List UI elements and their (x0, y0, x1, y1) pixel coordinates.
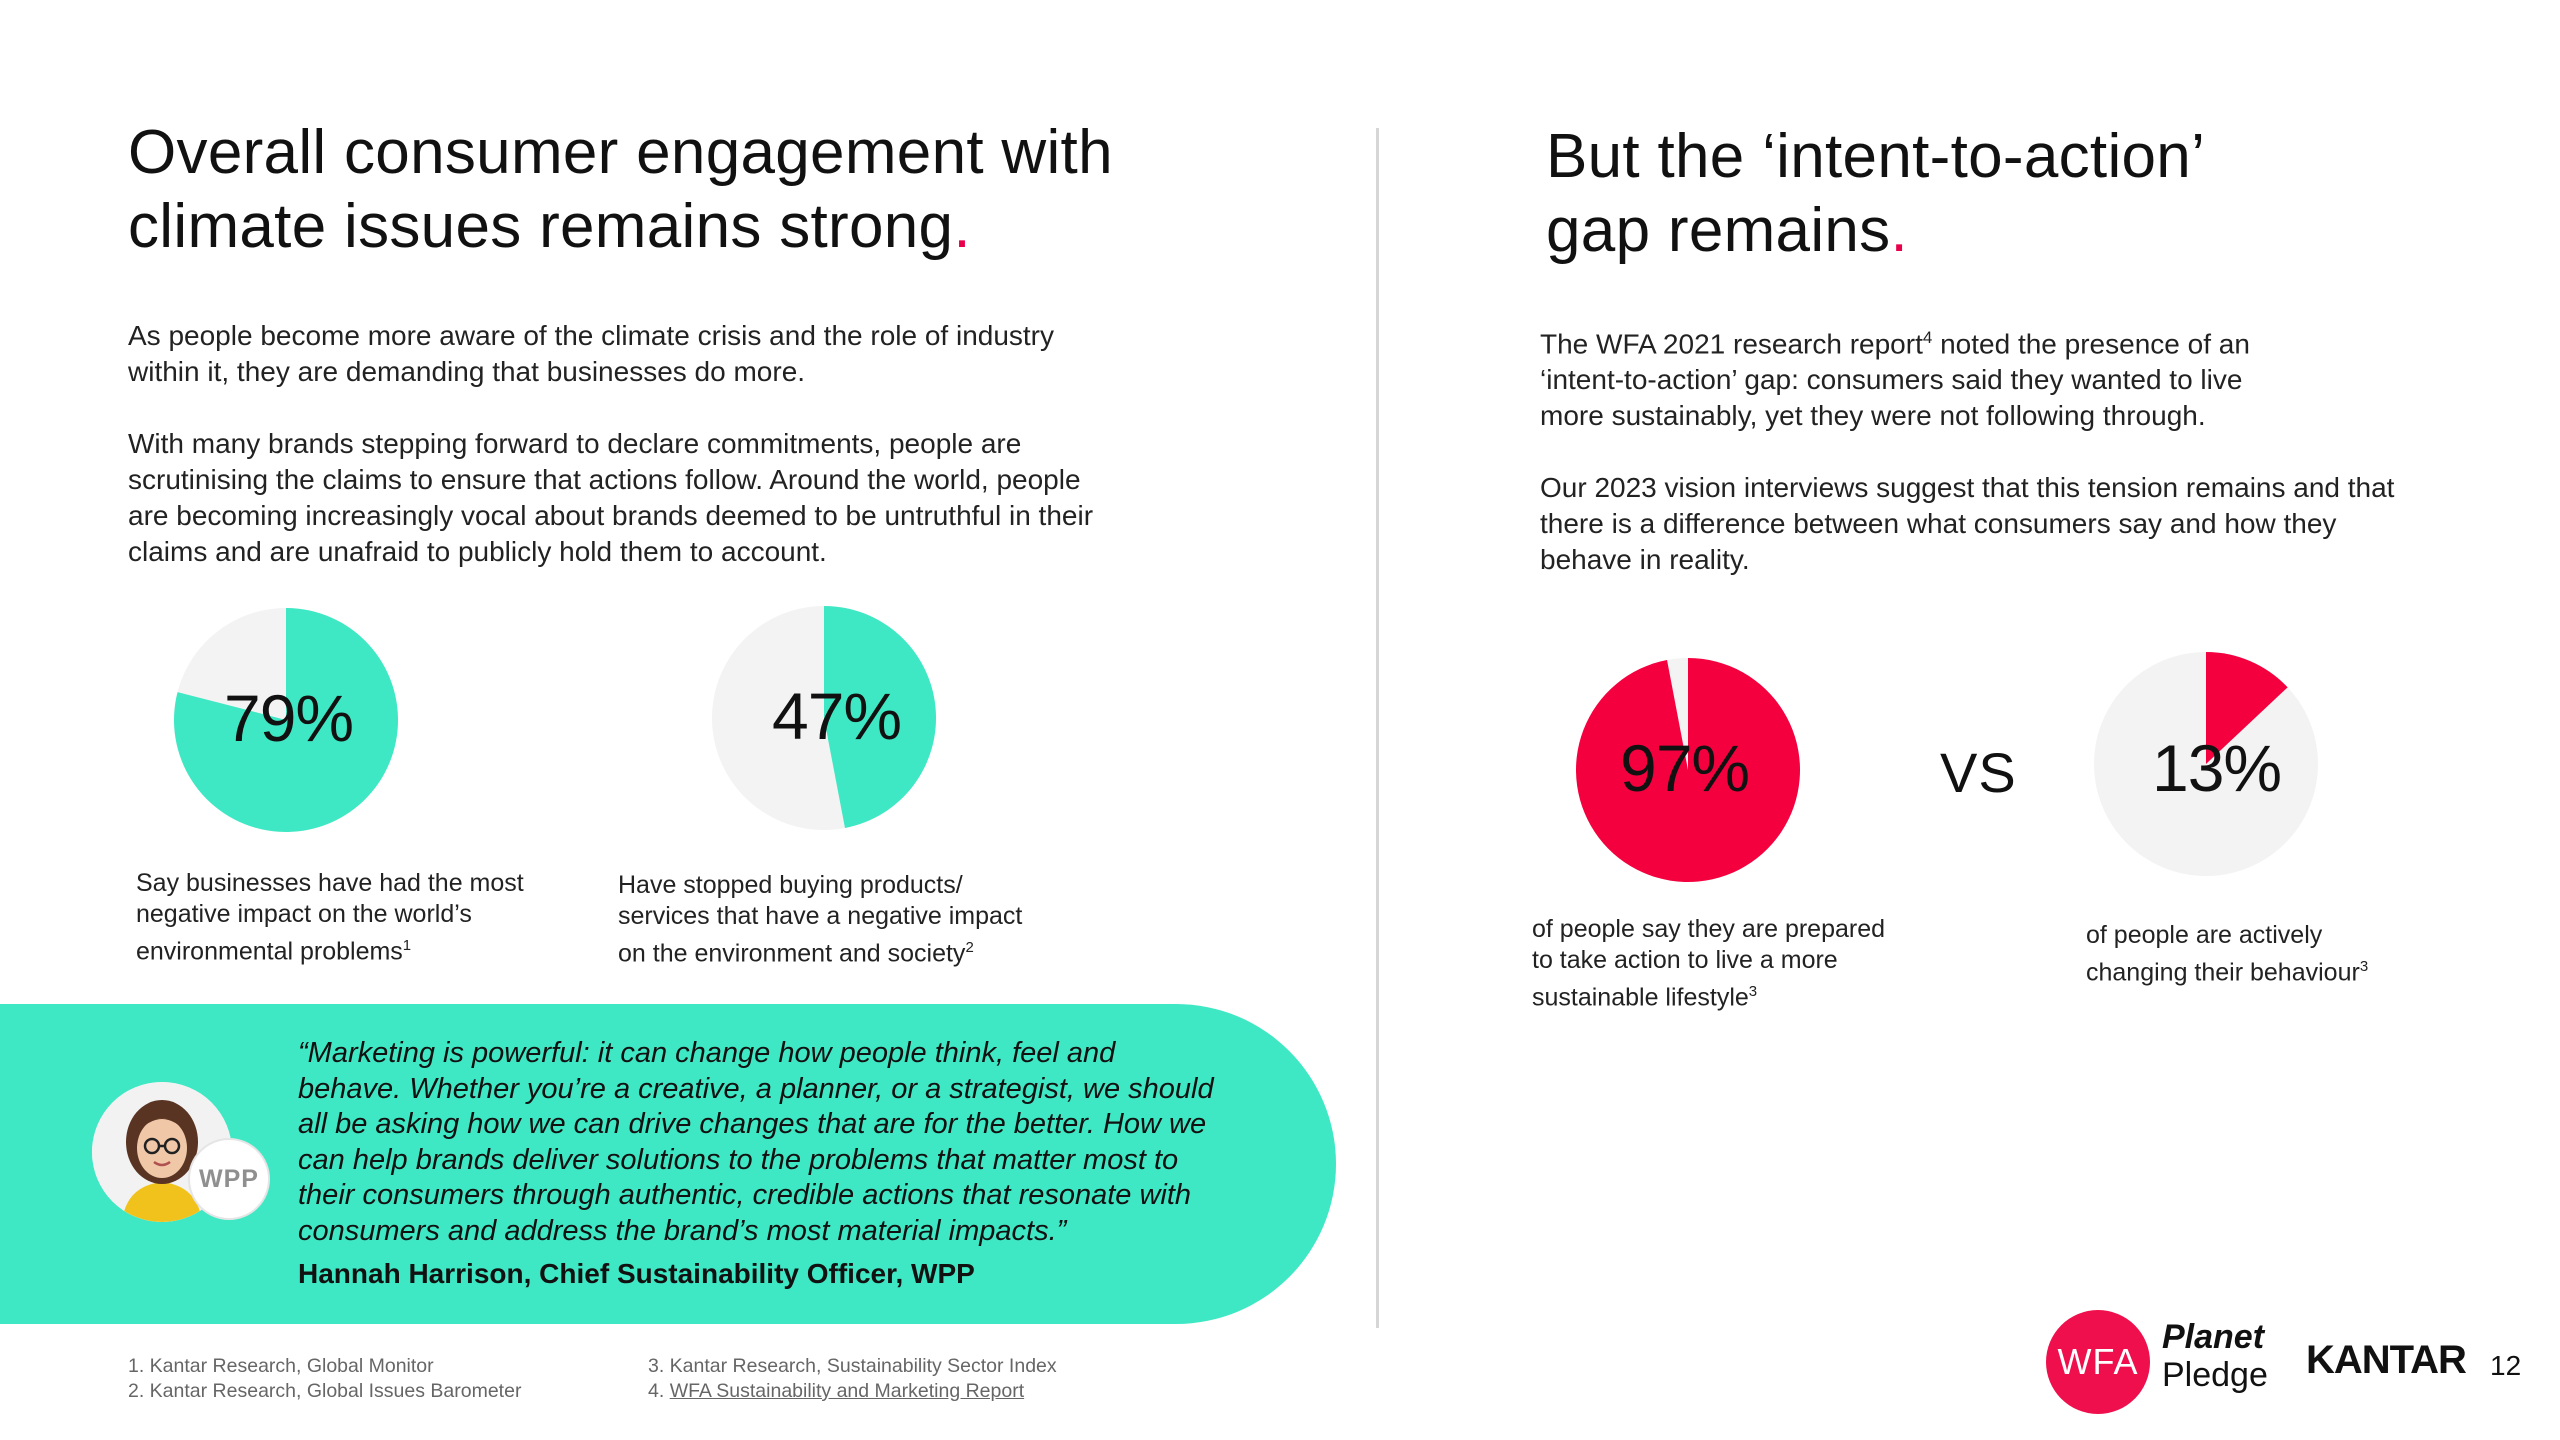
pie-13-svg (2094, 652, 2318, 876)
pie-79-caption-sup: 1 (402, 937, 412, 954)
left-para-2-line3: are becoming increasingly vocal about br… (128, 500, 1094, 531)
pie-47-value: 47% (772, 679, 902, 753)
page-number: 12 (2490, 1350, 2522, 1381)
footnote-4-prefix: 4. (648, 1380, 670, 1402)
pie-47: 47% (712, 606, 936, 830)
right-para-2: Our 2023 vision interviews suggest that … (1540, 470, 2440, 578)
right-para-1-line1b: noted the presence of an (1932, 328, 2250, 360)
right-para-1-sup: 4 (1922, 328, 1933, 347)
footnotes-left: 1. Kantar Research, Global Monitor 2. Ka… (128, 1354, 521, 1404)
pie-13-caption-line1: of people are actively (2086, 921, 2323, 949)
pie-value-slice (2206, 652, 2288, 764)
right-title-line2: gap remains (1546, 196, 1891, 265)
right-para-1-line3: more sustainably, yet they were not foll… (1540, 400, 2206, 432)
right-para-1-line1a: The WFA 2021 research report (1540, 328, 1923, 360)
pie-13-caption-line2: changing their behaviour (2086, 958, 2360, 987)
footnote-1: 1. Kantar Research, Global Monitor (128, 1355, 434, 1377)
pledge-word: Pledge (2162, 1356, 2268, 1394)
pie-13: 13% (2094, 652, 2318, 876)
right-intro: The WFA 2021 research report4 noted the … (1540, 320, 2440, 578)
quote-text: “Marketing is powerful: it can change ho… (298, 1036, 1298, 1249)
quote-author: Hannah Harrison, Chief Sustainability Of… (298, 1258, 975, 1289)
quote-line2: behave. Whether you’re a creative, a pla… (298, 1072, 1214, 1105)
pie-47-caption: Have stopped buying products/ services t… (618, 870, 1098, 969)
pie-79-caption-line3: environmental problems (136, 937, 403, 966)
wfa-logo: WFA (2046, 1310, 2150, 1414)
planet-word: Planet (2162, 1318, 2265, 1356)
left-para-1: As people become more aware of the clima… (128, 318, 1248, 390)
pie-97-caption-line1: of people say they are prepared (1532, 915, 1886, 943)
pie-47-caption-line3: on the environment and society (618, 939, 966, 968)
left-para-1-line2: within it, they are demanding that busin… (128, 356, 806, 387)
right-title-line1: But the ‘intent-to-action’ (1546, 122, 2206, 191)
pie-97: 97% (1576, 658, 1800, 882)
quote-line3: all be asking how we can drive changes t… (298, 1108, 1207, 1140)
right-para-2-line2: there is a difference between what consu… (1540, 508, 2337, 540)
pie-value-slice (824, 606, 936, 829)
pie-79-caption-line1: Say businesses have had the most (136, 869, 524, 897)
pie-97-caption-line3: sustainable lifestyle (1532, 983, 1749, 1012)
pie-47-caption-line1: Have stopped buying products/ (618, 871, 963, 899)
column-divider (1376, 128, 1379, 1328)
left-title-dot: . (953, 192, 971, 261)
pie-97-caption-line2: to take action to live a more (1532, 946, 1838, 974)
pie-79-caption: Say businesses have had the most negativ… (136, 868, 596, 967)
pie-97-value: 97% (1620, 731, 1750, 805)
vs-label: VS (1940, 741, 2017, 804)
pie-13-caption: of people are actively changing their be… (2086, 920, 2506, 988)
footnote-2: 2. Kantar Research, Global Issues Barome… (128, 1380, 522, 1402)
pie-97-svg (1576, 658, 1800, 882)
right-title-dot: . (1890, 196, 1909, 265)
wpp-logo-badge: WPP (188, 1138, 270, 1220)
pie-value-slice (1576, 658, 1800, 882)
footnote-4: 4. WFA Sustainability and Marketing Repo… (648, 1379, 1057, 1404)
right-para-1-line2: ‘intent-to-action’ gap: consumers said t… (1540, 364, 2243, 396)
footnotes-right: 3. Kantar Research, Sustainability Secto… (648, 1354, 1057, 1404)
quote-line1: “Marketing is powerful: it can change ho… (298, 1037, 1116, 1069)
pie-79-svg (174, 608, 398, 832)
avatar (92, 1082, 232, 1222)
left-title-line2: climate issues remains strong (128, 192, 954, 261)
pie-97-caption: of people say they are prepared to take … (1532, 914, 1952, 1013)
kantar-logo: KANTAR (2306, 1338, 2467, 1382)
pie-13-caption-sup: 3 (2359, 958, 2369, 975)
pie-79: 79% (174, 608, 398, 832)
quote-line5: their consumers through authentic, credi… (298, 1179, 1192, 1211)
pie-47-svg (712, 606, 936, 830)
pie-47-caption-sup: 2 (965, 939, 974, 956)
right-para-2-line1: Our 2023 vision interviews suggest that … (1540, 472, 2395, 504)
pie-value-slice (174, 608, 398, 832)
left-para-2-line2: scrutinising the claims to ensure that a… (128, 464, 1081, 495)
pie-97-caption-sup: 3 (1748, 983, 1758, 1000)
footnote-3: 3. Kantar Research, Sustainability Secto… (648, 1355, 1057, 1377)
right-title: But the ‘intent-to-action’ gap remains. (1546, 120, 2205, 268)
left-para-2: With many brands stepping forward to dec… (128, 426, 1248, 570)
left-title-line1: Overall consumer engagement with (128, 118, 1113, 187)
right-para-1: The WFA 2021 research report4 noted the … (1540, 320, 2440, 434)
pie-79-value: 79% (224, 681, 354, 755)
pie-79-caption-line2: negative impact on the world’s (136, 900, 472, 928)
left-para-2-line4: claims and are unafraid to publicly hold… (128, 536, 827, 567)
left-para-2-line1: With many brands stepping forward to dec… (128, 428, 1022, 459)
pie-47-caption-line2: services that have a negative impact (618, 902, 1023, 930)
planet-pledge-logo: Planet Pledge (2162, 1318, 2268, 1394)
left-para-1-line1: As people become more aware of the clima… (128, 320, 1055, 351)
footnote-4-link[interactable]: WFA Sustainability and Marketing Report (669, 1380, 1025, 1402)
pie-13-value: 13% (2152, 731, 2282, 805)
quote-line4: can help brands deliver solutions to the… (298, 1143, 1179, 1176)
left-intro: As people become more aware of the clima… (128, 318, 1248, 570)
left-title: Overall consumer engagement with climate… (128, 116, 1113, 264)
right-para-2-line3: behave in reality. (1540, 544, 1750, 576)
quote-line6: consumers and address the brand’s most m… (298, 1214, 1067, 1247)
